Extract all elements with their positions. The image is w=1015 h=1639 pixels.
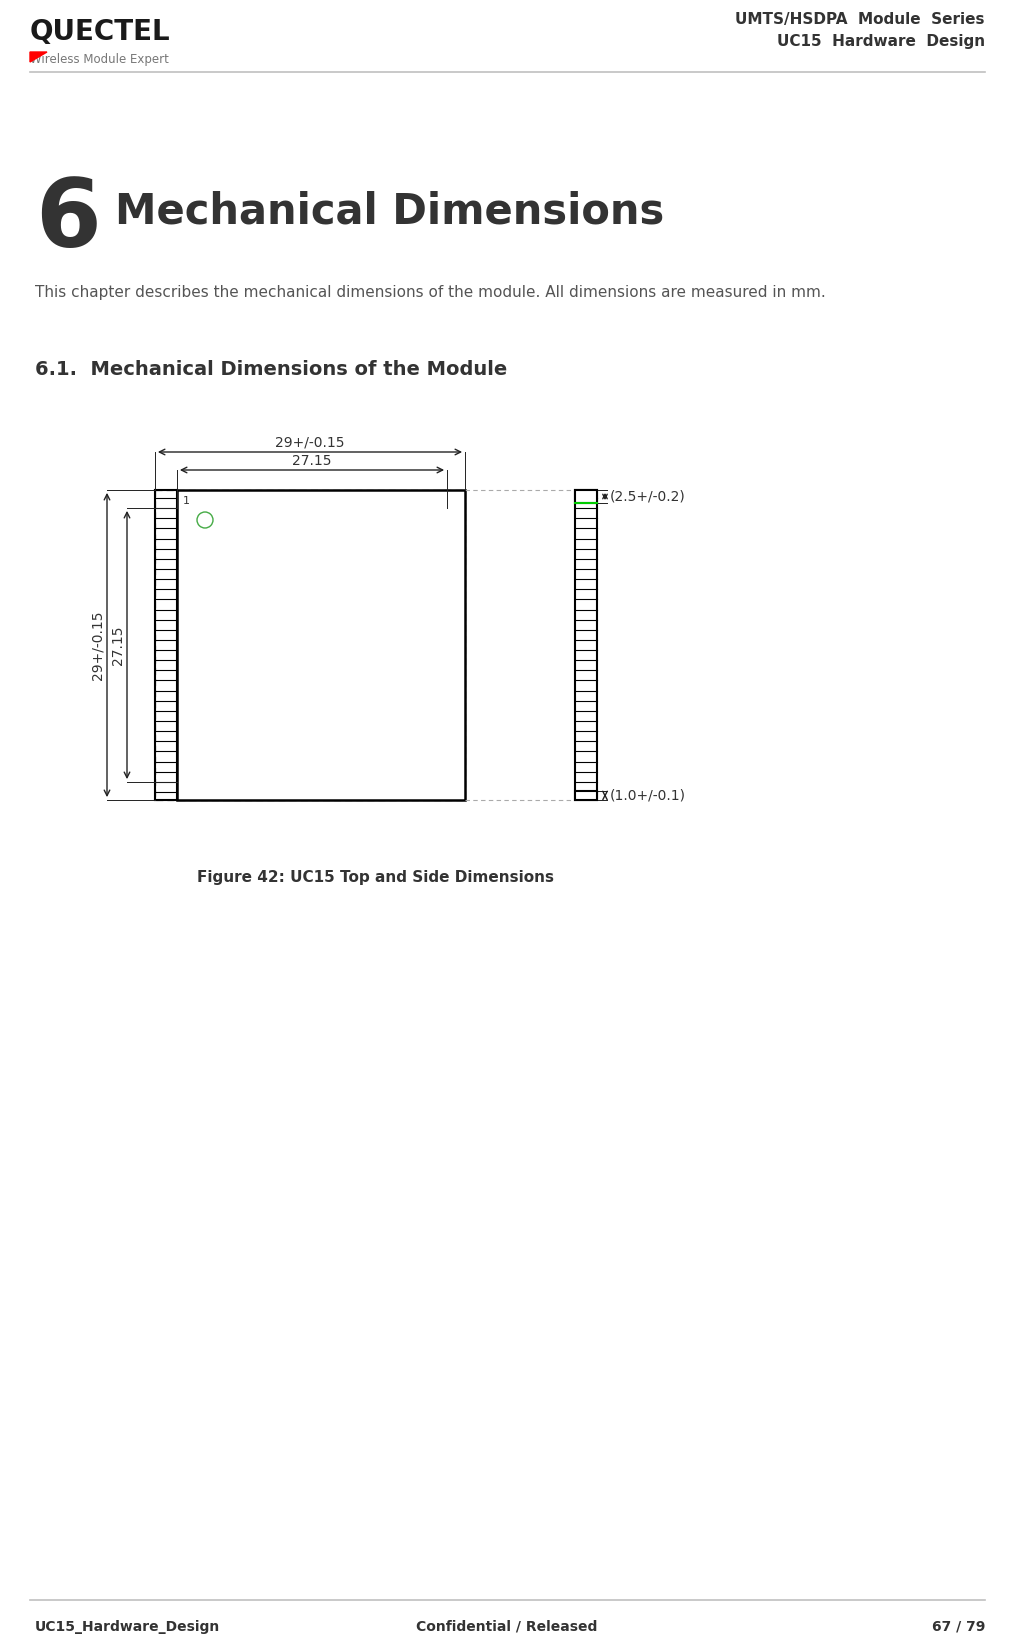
Text: UMTS/HSDPA  Module  Series: UMTS/HSDPA Module Series xyxy=(736,11,985,26)
Text: Confidential / Released: Confidential / Released xyxy=(416,1619,598,1634)
Text: Mechanical Dimensions: Mechanical Dimensions xyxy=(115,190,664,233)
Text: 29+/-0.15: 29+/-0.15 xyxy=(91,610,105,680)
Bar xyxy=(576,490,597,800)
Bar xyxy=(576,792,597,800)
Text: 29+/-0.15: 29+/-0.15 xyxy=(275,436,345,451)
Text: 1: 1 xyxy=(183,497,190,506)
Text: 6.1.  Mechanical Dimensions of the Module: 6.1. Mechanical Dimensions of the Module xyxy=(35,361,507,379)
Polygon shape xyxy=(30,52,47,62)
Text: Figure 42: UC15 Top and Side Dimensions: Figure 42: UC15 Top and Side Dimensions xyxy=(198,870,554,885)
Text: QUECTEL: QUECTEL xyxy=(30,18,171,46)
Text: 27.15: 27.15 xyxy=(292,454,332,469)
Text: 27.15: 27.15 xyxy=(111,624,125,665)
Text: 6: 6 xyxy=(35,175,100,267)
Bar xyxy=(576,490,597,503)
Text: This chapter describes the mechanical dimensions of the module. All dimensions a: This chapter describes the mechanical di… xyxy=(35,285,826,300)
Text: UC15_Hardware_Design: UC15_Hardware_Design xyxy=(35,1619,220,1634)
Bar xyxy=(177,490,465,800)
Text: Wireless Module Expert: Wireless Module Expert xyxy=(30,52,168,66)
Text: (1.0+/-0.1): (1.0+/-0.1) xyxy=(610,788,686,803)
Text: (2.5+/-0.2): (2.5+/-0.2) xyxy=(610,490,686,503)
Text: UC15  Hardware  Design: UC15 Hardware Design xyxy=(776,34,985,49)
Text: 67 / 79: 67 / 79 xyxy=(932,1619,985,1634)
